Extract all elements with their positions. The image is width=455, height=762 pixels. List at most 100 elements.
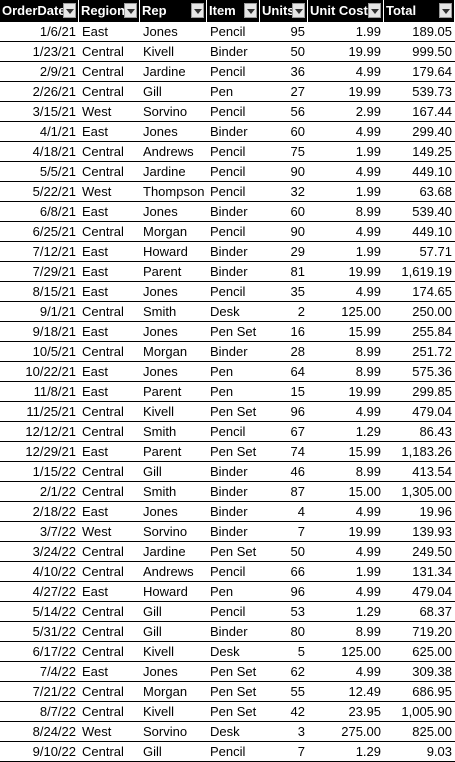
units-cell[interactable]: 7 — [297, 744, 305, 759]
total-cell[interactable]: 139.93 — [412, 524, 452, 539]
item-cell[interactable]: Binder — [210, 244, 248, 259]
orderdate-cell[interactable]: 3/15/21 — [32, 104, 76, 119]
unit-cost-cell[interactable]: 1.99 — [355, 24, 381, 39]
region-cell[interactable]: West — [82, 724, 112, 739]
item-cell[interactable]: Binder — [210, 624, 248, 639]
item-cell[interactable]: Binder — [210, 464, 248, 479]
rep-cell[interactable]: Jones — [143, 284, 178, 299]
units-cell[interactable]: 64 — [290, 364, 305, 379]
item-cell[interactable]: Pencil — [210, 564, 246, 579]
item-cell[interactable]: Pencil — [210, 604, 246, 619]
item-cell[interactable]: Binder — [210, 524, 248, 539]
orderdate-cell[interactable]: 10/22/21 — [25, 364, 76, 379]
region-cell[interactable]: East — [82, 244, 109, 259]
total-cell[interactable]: 131.34 — [412, 564, 452, 579]
region-cell[interactable]: East — [82, 204, 109, 219]
filter-dropdown-icon[interactable] — [244, 3, 257, 18]
region-cell[interactable]: East — [82, 444, 109, 459]
units-cell[interactable]: 4 — [297, 504, 305, 519]
unit-cost-cell[interactable]: 8.99 — [355, 364, 381, 379]
item-cell[interactable]: Pencil — [210, 24, 246, 39]
orderdate-cell[interactable]: 6/25/21 — [32, 224, 76, 239]
rep-cell[interactable]: Gill — [143, 84, 162, 99]
rep-cell[interactable]: Jones — [143, 504, 178, 519]
orderdate-cell[interactable]: 1/23/21 — [32, 44, 76, 59]
region-cell[interactable]: East — [82, 664, 109, 679]
region-cell[interactable]: East — [82, 24, 109, 39]
units-cell[interactable]: 60 — [290, 124, 305, 139]
unit-cost-cell[interactable]: 4.99 — [355, 544, 381, 559]
item-cell[interactable]: Pen — [210, 384, 234, 399]
unit-cost-cell[interactable]: 4.99 — [355, 404, 381, 419]
unit-cost-cell[interactable]: 4.99 — [355, 64, 381, 79]
total-cell[interactable]: 999.50 — [412, 44, 452, 59]
units-cell[interactable]: 42 — [290, 704, 305, 719]
region-cell[interactable]: East — [82, 504, 109, 519]
units-cell[interactable]: 75 — [290, 144, 305, 159]
units-cell[interactable]: 96 — [290, 404, 305, 419]
units-cell[interactable]: 27 — [290, 84, 305, 99]
unit-cost-cell[interactable]: 1.99 — [355, 184, 381, 199]
item-cell[interactable]: Pen Set — [210, 704, 257, 719]
units-cell[interactable]: 28 — [290, 344, 305, 359]
item-cell[interactable]: Pen — [210, 584, 234, 599]
orderdate-cell[interactable]: 2/26/21 — [32, 84, 76, 99]
units-cell[interactable]: 29 — [290, 244, 305, 259]
header-orderdate[interactable]: OrderDate — [0, 0, 79, 22]
total-cell[interactable]: 179.64 — [412, 64, 452, 79]
item-cell[interactable]: Binder — [210, 484, 248, 499]
units-cell[interactable]: 95 — [290, 24, 305, 39]
item-cell[interactable]: Pencil — [210, 744, 246, 759]
item-cell[interactable]: Pen Set — [210, 324, 257, 339]
units-cell[interactable]: 5 — [297, 644, 305, 659]
item-cell[interactable]: Pencil — [210, 164, 246, 179]
unit-cost-cell[interactable]: 4.99 — [355, 284, 381, 299]
rep-cell[interactable]: Sorvino — [143, 724, 188, 739]
region-cell[interactable]: Central — [82, 704, 124, 719]
region-cell[interactable]: Central — [82, 744, 124, 759]
region-cell[interactable]: Central — [82, 144, 124, 159]
item-cell[interactable]: Desk — [210, 724, 240, 739]
units-cell[interactable]: 2 — [297, 304, 305, 319]
rep-cell[interactable]: Andrews — [143, 564, 194, 579]
units-cell[interactable]: 90 — [290, 164, 305, 179]
region-cell[interactable]: Central — [82, 604, 124, 619]
header-total[interactable]: Total — [384, 0, 455, 22]
unit-cost-cell[interactable]: 19.99 — [348, 44, 381, 59]
units-cell[interactable]: 60 — [290, 204, 305, 219]
region-cell[interactable]: Central — [82, 64, 124, 79]
orderdate-cell[interactable]: 5/31/22 — [32, 624, 76, 639]
total-cell[interactable]: 1,305.00 — [401, 484, 452, 499]
units-cell[interactable]: 67 — [290, 424, 305, 439]
region-cell[interactable]: Central — [82, 164, 124, 179]
header-rep[interactable]: Rep — [140, 0, 207, 22]
rep-cell[interactable]: Howard — [143, 244, 188, 259]
region-cell[interactable]: West — [82, 524, 112, 539]
item-cell[interactable]: Binder — [210, 504, 248, 519]
region-cell[interactable]: Central — [82, 484, 124, 499]
item-cell[interactable]: Binder — [210, 264, 248, 279]
rep-cell[interactable]: Jones — [143, 124, 178, 139]
unit-cost-cell[interactable]: 275.00 — [341, 724, 381, 739]
rep-cell[interactable]: Morgan — [143, 684, 188, 699]
orderdate-cell[interactable]: 6/17/22 — [32, 644, 76, 659]
region-cell[interactable]: East — [82, 264, 109, 279]
region-cell[interactable]: Central — [82, 644, 124, 659]
total-cell[interactable]: 249.50 — [412, 544, 452, 559]
rep-cell[interactable]: Jones — [143, 664, 178, 679]
total-cell[interactable]: 539.40 — [412, 204, 452, 219]
orderdate-cell[interactable]: 5/22/21 — [32, 184, 76, 199]
item-cell[interactable]: Pen Set — [210, 404, 257, 419]
total-cell[interactable]: 449.10 — [412, 164, 452, 179]
rep-cell[interactable]: Gill — [143, 464, 162, 479]
units-cell[interactable]: 87 — [290, 484, 305, 499]
total-cell[interactable]: 413.54 — [412, 464, 452, 479]
rep-cell[interactable]: Howard — [143, 584, 188, 599]
rep-cell[interactable]: Jones — [143, 324, 178, 339]
header-item[interactable]: Item — [207, 0, 260, 22]
item-cell[interactable]: Pen Set — [210, 664, 257, 679]
total-cell[interactable]: 63.68 — [419, 184, 452, 199]
total-cell[interactable]: 449.10 — [412, 224, 452, 239]
orderdate-cell[interactable]: 6/8/21 — [39, 204, 76, 219]
item-cell[interactable]: Pen Set — [210, 544, 257, 559]
